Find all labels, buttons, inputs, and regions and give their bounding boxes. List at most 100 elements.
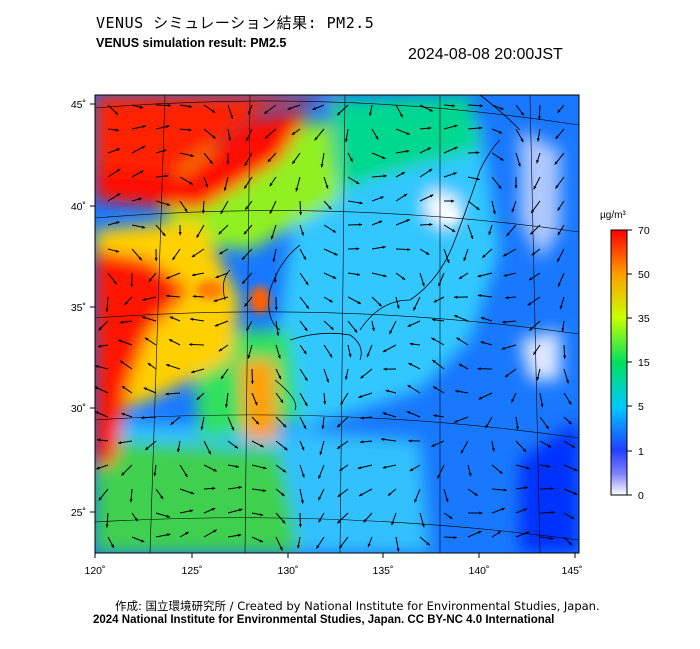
wind-arrow-head [426,542,430,546]
wind-arrow-head [428,168,433,172]
wind-arrow-head [234,445,238,449]
wind-vector-field [95,103,578,552]
wind-arrow-head [357,466,362,470]
wind-arrow-head [360,440,364,444]
wind-arrow-head [291,131,296,135]
wind-arrow-head [499,470,503,474]
wind-arrow-head [413,306,417,311]
wind-arrow-head [451,228,456,232]
wind-arrow-head [526,466,530,470]
wind-arrow-head [517,163,521,167]
wind-arrow-head [396,548,400,552]
wind-arrow-head [382,349,387,352]
wind-arrow-head [557,258,561,262]
wind-arrow-head [329,299,333,303]
wind-arrow-head [269,210,273,214]
wind-arrow-head [228,137,232,141]
wind-arrow-head [337,520,341,524]
wind-arrow-head [454,295,458,299]
wind-arrow-head [208,450,211,455]
wind-arrow-head [470,235,474,239]
wind-arrow-head [565,379,569,384]
wind-arrow-head [563,355,567,359]
wind-arrow-head [527,302,532,306]
wind-arrow-head [427,147,431,151]
footer-credit: 作成: 国立環境研究所 / Created by National Instit… [115,599,600,613]
wind-arrow-head [129,498,133,503]
wind-arrow-head [480,341,484,345]
wind-arrow-head [536,159,540,164]
wind-arrow-head [244,303,248,307]
wind-arrow-head [506,232,510,237]
wind-arrow-head [478,530,482,534]
wind-arrow-head [298,524,302,528]
wind-arrow-head [147,363,152,367]
wind-arrow-head [339,544,343,549]
colorbar-tick-1: 1 [638,446,644,458]
wind-arrow-head [368,112,372,116]
wind-arrow-head [163,149,167,153]
wind-arrow-head [454,419,458,423]
wind-arrow-head [334,252,338,256]
wind-arrow-head [339,467,343,471]
wind-arrow-head [166,514,171,518]
wind-arrow-head [237,533,242,537]
wind-arrow-head [119,360,124,364]
wind-arrow-head [399,113,403,118]
lon-label-130: 130˚ [277,565,298,577]
map-graticule [95,95,579,553]
wind-arrow-head [138,256,142,261]
wind-arrow-head [454,124,458,128]
wind-arrow-head [432,318,436,322]
wind-arrow-head [382,412,387,416]
wind-arrow-head [96,466,100,470]
wind-arrow-head [482,254,486,258]
wind-arrow-head [500,106,504,110]
wind-arrow-head [453,535,457,539]
wind-arrow-head [118,441,122,445]
wind-arrow-head [189,509,194,513]
wind-arrow-head [218,230,222,235]
wind-arrow-head [498,185,502,189]
wind-arrow-head [140,539,145,543]
wind-arrow-head [255,420,259,425]
wind-arrow-head [121,386,126,390]
wind-arrow-head [250,380,254,384]
wind-arrow-head [375,136,379,140]
colorbar-tick-15: 15 [638,357,650,369]
wind-arrow-head [568,401,572,405]
wind-arrow-head [282,469,287,473]
wind-arrow-head [537,116,541,120]
wind-arrow-head [219,251,223,255]
wind-arrow-head [192,273,196,277]
wind-arrow-head [259,539,264,543]
wind-arrow-head [433,386,437,390]
wind-arrow-head [259,513,264,517]
wind-arrow-head [463,257,467,261]
lat-label-40: 40˚ [71,201,86,213]
wind-arrow-head [387,492,392,496]
wind-arrow-head [340,401,344,405]
wind-arrow-head [241,256,246,260]
wind-arrow-head [296,544,300,549]
wind-arrow-head [284,447,288,451]
wind-arrow-head [355,181,360,184]
wind-arrow-head [409,468,414,472]
wind-arrow-head [429,108,433,112]
lat-label-25: 25˚ [71,507,86,519]
wind-arrow-head [568,421,572,425]
wind-arrow-head [403,193,408,197]
wind-arrow-head [190,491,195,495]
wind-arrow-head [189,342,193,347]
wind-arrow-head [200,426,204,431]
wind-arrow-head [305,305,309,309]
wind-arrow-head [451,104,456,108]
wind-arrow-head [337,111,341,116]
lon-label-140: 140˚ [468,565,489,577]
wind-arrow-head [381,437,385,441]
wind-arrow-head [406,219,410,223]
wind-arrow-head [336,445,341,449]
wind-arrow-head [292,160,296,164]
wind-arrow-head [196,396,201,400]
wind-arrow-head [529,277,533,281]
